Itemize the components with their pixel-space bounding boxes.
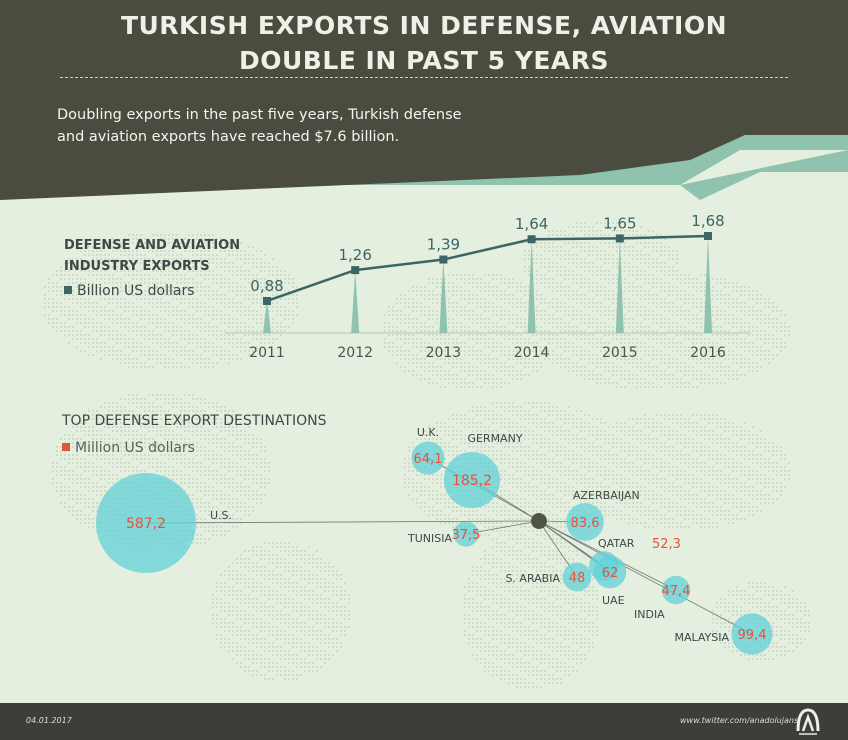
subtitle: Doubling exports in the past five years,… xyxy=(57,104,577,148)
data-point xyxy=(615,234,624,243)
bubble-value: 48 xyxy=(569,571,586,586)
country-label: U.S. xyxy=(210,509,232,522)
title-line-2: DOUBLE IN PAST 5 YEARS xyxy=(238,46,610,75)
bubble-value: 587,2 xyxy=(126,516,166,532)
title-line-1: TURKISH EXPORTS IN DEFENSE, AVIATION xyxy=(120,11,728,40)
footer xyxy=(0,703,848,740)
legend-swatch xyxy=(62,443,70,451)
world-map-dots xyxy=(44,222,810,688)
bubble xyxy=(96,473,196,573)
footer-date: 04.01.2017 xyxy=(26,716,72,725)
line-chart-legend: Billion US dollars xyxy=(64,283,195,299)
x-tick-label: 2012 xyxy=(337,345,373,361)
origin-marker xyxy=(531,513,547,529)
country-label: INDIA xyxy=(634,608,665,621)
data-label: 1,39 xyxy=(427,236,460,254)
bubble xyxy=(562,562,592,592)
footer-url[interactable]: www.twitter.com/anadolujansi xyxy=(680,716,801,725)
value-spike xyxy=(439,259,448,333)
header-band xyxy=(0,0,848,200)
page-title: TURKISH EXPORTS IN DEFENSE, AVIATION DOU… xyxy=(0,8,848,78)
series-line xyxy=(266,234,709,303)
country-label: S. ARABIA xyxy=(505,572,560,585)
legend-label: Billion US dollars xyxy=(77,283,195,299)
bubble-value: 64,1 xyxy=(414,452,443,467)
bubble xyxy=(453,521,479,547)
country-label: GERMANY xyxy=(467,432,522,445)
bubble-value: 99,4 xyxy=(738,628,767,643)
x-tick-label: 2014 xyxy=(514,345,550,361)
data-point xyxy=(704,231,712,240)
value-spike xyxy=(615,238,624,333)
map-title: TOP DEFENSE EXPORT DESTINATIONS xyxy=(62,413,327,429)
country-label: TUNISIA xyxy=(407,532,452,545)
bubble xyxy=(411,441,445,475)
legend-swatch xyxy=(64,286,72,294)
bubble-value: 47,4 xyxy=(662,584,691,599)
connection-line xyxy=(538,520,753,635)
data-point xyxy=(263,296,271,305)
value-spike xyxy=(263,300,271,333)
anadolu-logo xyxy=(796,708,820,735)
map-legend: Million US dollars xyxy=(62,440,195,456)
data-label: 1,64 xyxy=(515,215,548,233)
bubble xyxy=(593,555,627,589)
bubble-value: 37,5 xyxy=(452,528,481,543)
connection-line xyxy=(145,520,540,524)
header-accent-stripe-2 xyxy=(680,150,848,200)
country-label: QATAR xyxy=(598,537,635,550)
value-spike xyxy=(527,239,536,333)
value-spike xyxy=(704,235,712,333)
line-chart-title-1: DEFENSE AND AVIATION xyxy=(64,238,241,253)
title-divider xyxy=(60,77,788,78)
data-label: 0,88 xyxy=(250,277,283,295)
line-chart: 2011 2012 2013 2014 2015 2016 0,88 1,26 1,39 1,64… xyxy=(225,212,750,361)
data-label: 1,68 xyxy=(691,212,724,230)
legend-label: Million US dollars xyxy=(75,440,195,456)
x-tick-label: 2013 xyxy=(426,345,462,361)
bubble-value: 185,2 xyxy=(452,473,492,489)
x-tick-label: 2011 xyxy=(249,345,285,361)
x-tick-label: 2016 xyxy=(690,345,726,361)
value-spike xyxy=(351,270,360,333)
data-point xyxy=(439,255,448,264)
country-label: UAE xyxy=(602,594,625,607)
bubble-value: 83,6 xyxy=(571,516,600,531)
country-label: MALAYSIA xyxy=(674,631,729,644)
x-tick-label: 2015 xyxy=(602,345,638,361)
data-label: 1,65 xyxy=(603,214,636,232)
subtitle-line-2: and aviation exports have reached $7.6 b… xyxy=(57,129,400,145)
bubble-map: 587,2 U.S. 64,1 U.K. 185,2 GERMANY 83,6 AZERBAI… xyxy=(96,426,773,655)
bubble xyxy=(661,575,691,605)
country-label: U.K. xyxy=(417,426,439,439)
data-point xyxy=(351,266,360,275)
bubble xyxy=(566,503,604,541)
data-label: 1,26 xyxy=(338,246,371,264)
bubble xyxy=(443,451,501,509)
country-label: AZERBAIJAN xyxy=(573,489,640,502)
bubble-value: 62 xyxy=(602,566,619,581)
bubble xyxy=(731,613,773,655)
subtitle-line-1: Doubling exports in the past five years,… xyxy=(57,107,462,123)
data-point xyxy=(527,235,536,244)
line-chart-title: DEFENSE AND AVIATION INDUSTRY EXPORTS xyxy=(64,235,240,277)
line-chart-title-2: INDUSTRY EXPORTS xyxy=(64,259,210,274)
bubble-value: 52,3 xyxy=(652,537,681,552)
